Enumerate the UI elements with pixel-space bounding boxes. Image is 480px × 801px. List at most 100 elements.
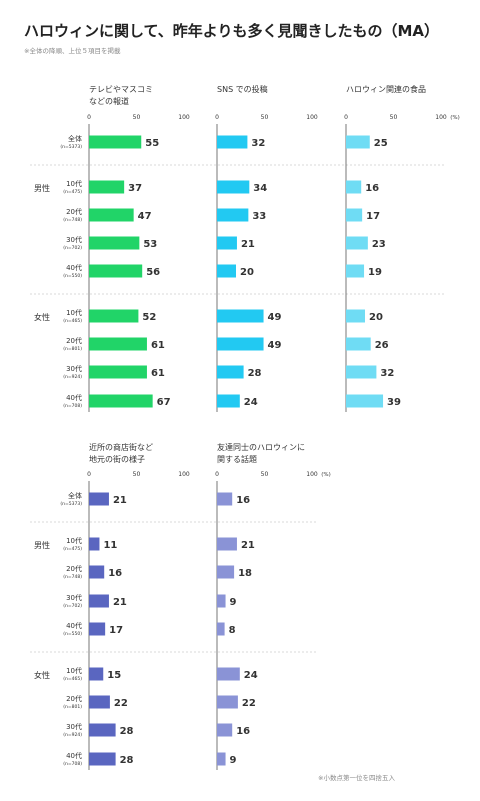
group-label-male: 男性 bbox=[34, 183, 50, 193]
row-n: (n=748) bbox=[63, 217, 82, 223]
panel-title: テレビやマスコミ bbox=[89, 85, 153, 94]
bar bbox=[89, 565, 105, 579]
row-n: (n=550) bbox=[63, 273, 82, 279]
data-label: 21 bbox=[113, 495, 127, 506]
row-label-age: 10代 bbox=[66, 536, 82, 545]
data-label: 16 bbox=[365, 183, 379, 194]
data-label: 26 bbox=[375, 340, 389, 351]
page-title: ハロウィンに関して、昨年よりも多く見聞きしたもの（MA） bbox=[24, 22, 440, 40]
row-n: (n=708) bbox=[63, 403, 82, 409]
row-n-total: (n=5373) bbox=[60, 144, 82, 150]
bar bbox=[89, 394, 153, 408]
row-label-age: 40代 bbox=[66, 751, 82, 760]
data-label: 17 bbox=[366, 211, 380, 222]
axis-tick-label: 0 bbox=[215, 114, 219, 121]
bar bbox=[217, 537, 237, 551]
data-label: 16 bbox=[236, 495, 250, 506]
axis-tick-label: 50 bbox=[133, 471, 141, 478]
row-n: (n=475) bbox=[63, 546, 82, 552]
bar bbox=[346, 309, 365, 323]
row-n: (n=702) bbox=[63, 245, 82, 251]
data-label: 56 bbox=[146, 267, 160, 278]
row-label-age: 10代 bbox=[66, 308, 82, 317]
row-label-age: 30代 bbox=[66, 364, 82, 373]
row-label-age: 20代 bbox=[66, 694, 82, 703]
axis-tick-label: 0 bbox=[87, 471, 91, 478]
row-label-age: 20代 bbox=[66, 564, 82, 573]
axis-tick-label: 50 bbox=[261, 471, 269, 478]
axis-tick-label: 0 bbox=[87, 114, 91, 121]
bar bbox=[346, 236, 368, 250]
panel-title: SNS での投稿 bbox=[217, 84, 268, 94]
bar bbox=[217, 208, 249, 222]
data-label: 39 bbox=[387, 397, 401, 408]
bar bbox=[89, 264, 143, 278]
row-n: (n=550) bbox=[63, 631, 82, 637]
row-n: (n=465) bbox=[63, 318, 82, 324]
data-label: 9 bbox=[230, 755, 237, 766]
axis-tick-label: 100 bbox=[178, 114, 190, 121]
bar bbox=[89, 723, 116, 737]
bar bbox=[217, 309, 264, 323]
row-label-age: 10代 bbox=[66, 666, 82, 675]
bar bbox=[217, 492, 233, 506]
data-label: 19 bbox=[368, 267, 382, 278]
panel-title: 地元の街の様子 bbox=[89, 454, 145, 464]
bar bbox=[89, 537, 100, 551]
bar bbox=[217, 723, 233, 737]
data-label: 34 bbox=[253, 183, 267, 194]
bar bbox=[217, 264, 236, 278]
row-n: (n=465) bbox=[63, 676, 82, 682]
bar bbox=[217, 594, 226, 608]
data-label: 20 bbox=[240, 267, 254, 278]
data-label: 18 bbox=[238, 568, 252, 579]
data-label: 21 bbox=[241, 540, 255, 551]
axis-tick-label: 100 bbox=[306, 114, 318, 121]
panel-title: 近所の商店街など bbox=[89, 442, 153, 452]
bar bbox=[89, 208, 134, 222]
bar bbox=[89, 236, 140, 250]
data-label: 17 bbox=[109, 625, 123, 636]
data-label: 33 bbox=[252, 211, 266, 222]
row-label-age: 30代 bbox=[66, 593, 82, 602]
bar bbox=[89, 337, 147, 351]
data-label: 28 bbox=[120, 726, 134, 737]
data-label: 22 bbox=[242, 698, 256, 709]
bar bbox=[217, 337, 264, 351]
bar bbox=[346, 135, 370, 149]
row-label-age: 20代 bbox=[66, 207, 82, 216]
bar bbox=[346, 180, 362, 194]
bar bbox=[89, 309, 139, 323]
data-label: 61 bbox=[151, 368, 165, 379]
bar bbox=[89, 695, 110, 709]
bar bbox=[346, 365, 377, 379]
group-label-female: 女性 bbox=[34, 312, 50, 322]
row-n-total: (n=5373) bbox=[60, 501, 82, 507]
data-label: 8 bbox=[229, 625, 236, 636]
row-n: (n=924) bbox=[63, 374, 82, 380]
row-n: (n=924) bbox=[63, 732, 82, 738]
bar bbox=[346, 208, 363, 222]
row-n: (n=748) bbox=[63, 574, 82, 580]
bar bbox=[217, 135, 248, 149]
page-subtitle: ※全体の降順、上位５項目を掲載 bbox=[24, 47, 121, 55]
data-label: 52 bbox=[142, 312, 156, 323]
data-label: 21 bbox=[241, 239, 255, 250]
data-label: 20 bbox=[369, 312, 383, 323]
bar bbox=[89, 135, 142, 149]
axis-tick-label: 0 bbox=[215, 471, 219, 478]
row-n: (n=475) bbox=[63, 189, 82, 195]
data-label: 16 bbox=[236, 726, 250, 737]
data-label: 24 bbox=[244, 397, 258, 408]
row-n: (n=801) bbox=[63, 704, 82, 710]
row-label-age: 40代 bbox=[66, 393, 82, 402]
data-label: 28 bbox=[248, 368, 262, 379]
axis-tick-label: 50 bbox=[261, 114, 269, 121]
bar bbox=[89, 667, 104, 681]
data-label: 32 bbox=[251, 138, 265, 149]
row-label-age: 20代 bbox=[66, 336, 82, 345]
row-n: (n=801) bbox=[63, 346, 82, 352]
axis-tick-label: 100 bbox=[178, 471, 190, 478]
bar bbox=[217, 622, 225, 636]
data-label: 61 bbox=[151, 340, 165, 351]
